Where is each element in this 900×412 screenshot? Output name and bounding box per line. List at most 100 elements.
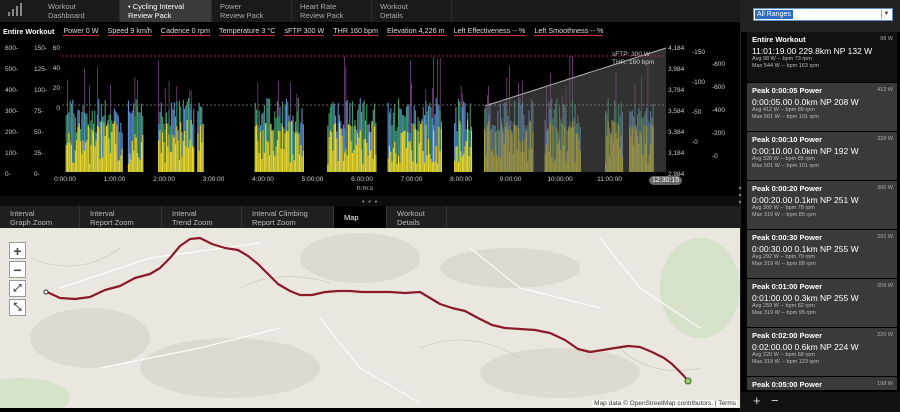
expand-icon[interactable]: ⤢ [9,280,26,297]
y-tick-label-power-right: -0 [712,153,718,160]
y-tick-label-hr-right: -100 [692,79,705,86]
x-tick-label: 11:00:00 [597,176,622,183]
stat-thr[interactable]: THR 160 bpm [333,25,379,36]
tab-workout-details-bottom[interactable]: Workout Details [387,206,447,228]
interval-summary: 0:00:05.00 0.0km NP 208 W [752,97,859,107]
interval-max-row: Max 544 W -- bpm 163 rpm [752,63,819,69]
interval-max-row: Max 319 W -- bpm 88 rpm [752,261,816,267]
interval-card[interactable]: Peak 0:02:00 Power 220 W 0:02:00.00 0.6k… [747,328,897,376]
interval-avg-watts: 98 W [880,36,893,42]
interval-summary: 0:02:00.00 0.6km NP 224 W [752,342,859,352]
y-tick-label-elevation: 3,784 [668,87,685,94]
chevron-down-icon[interactable]: ▼ [881,10,891,19]
map-zoom-out-button[interactable]: − [9,261,26,278]
interval-avg-watts: 292 W [877,234,893,240]
tab-interval-graph-zoom[interactable]: Interval Graph Zoom [0,206,80,228]
workout-graph-canvas[interactable]: 600-500-400-300-200-100-0-150-125-100-75… [0,38,740,196]
y-tick-label-cadence: 60 [53,45,61,52]
x-tick-label: 4:00:00 [252,176,274,183]
interval-title: Peak 0:00:05 Power [752,86,823,95]
remove-interval-button[interactable]: − [771,393,779,408]
route-end-marker [684,377,692,385]
interval-avg-row: Avg 412 W -- bpm 89 rpm [752,107,815,113]
range-select[interactable]: All Ranges ▼ [753,8,893,21]
y-tick-label-elevation: 4,184 [668,45,685,52]
x-tick-label: 10:00:00 [547,176,573,183]
interval-max-row: Max 319 W -- bpm 85 rpm [752,212,816,218]
x-tick-label: 8:00:00 [450,176,472,183]
elevation-area [484,48,666,172]
interval-avg-row: Avg 220 W -- bpm 68 rpm [752,352,815,358]
elevation-line [484,47,667,107]
tab-power-review-pack[interactable]: Power Review Pack [212,0,292,22]
tab-workout-dashboard[interactable]: Workout Dashboard [40,0,120,22]
interval-max-row: Max 501 W -- bpm 101 rpm [752,163,819,169]
x-tick-label: 3:00:00 [203,176,225,183]
y-tick-label-power: 300- [5,108,18,115]
x-tick-label: 0:00:00 [54,176,76,183]
y-tick-label-elevation: 3,184 [668,150,685,157]
stat-power[interactable]: Power 0 W [63,25,99,36]
tab-cycling-interval-review-pack[interactable]: • Cycling Interval Review Pack [120,0,212,22]
route-map-canvas[interactable] [0,228,740,408]
time-cursor-badge[interactable]: 12:30:15 [649,176,683,185]
stat-left-smoothness[interactable]: Left Smoothness -- % [534,25,604,36]
y-tick-label-elevation: 3,984 [668,66,685,73]
y-tick-label-cadence: 0 [56,105,60,112]
interval-card[interactable]: Peak 0:00:10 Power 328 W 0:00:10.00 0.0k… [747,132,897,180]
map-zoom-in-button[interactable]: + [9,242,26,259]
workout-stats-bar: Entire Workout Power 0 W Speed 9 km/h Ca… [0,24,740,38]
interval-avg-row: Avg 300 W -- bpm 78 rpm [752,205,815,211]
tab-interval-climbing-report-zoom[interactable]: Interval Climbing Report Zoom [242,206,334,228]
interval-title: Peak 0:02:00 Power [752,331,823,340]
interval-avg-watts: 300 W [877,185,893,191]
interval-card[interactable]: Peak 0:05:00 Power 198 W [747,377,897,390]
splitter-grip-icon[interactable]: • • • [362,199,379,206]
stat-left-effectiveness[interactable]: Left Effectiveness -- % [453,25,526,36]
interval-title: Peak 0:05:00 Power [752,380,823,389]
tab-heart-rate-review-pack[interactable]: Heart Rate Review Pack [292,0,372,22]
interval-card[interactable]: Peak 0:00:05 Power 412 W 0:00:05.00 0.0k… [747,83,897,131]
fit-route-icon[interactable]: ⤡ [9,299,26,316]
range-select-value: All Ranges [755,10,793,19]
y-tick-label-elevation: 3,384 [668,129,685,136]
interval-max-row: Max 319 W -- bpm 123 rpm [752,359,819,365]
y-tick-label-elevation: 3,584 [668,108,685,115]
bottom-tab-bar: Interval Graph Zoom Interval Report Zoom… [0,206,740,228]
interval-summary: 0:00:30.00 0.1km NP 255 W [752,244,859,254]
stat-cadence[interactable]: Cadence 0 rpm [160,25,211,36]
y-tick-label-power-right: -600 [712,84,725,91]
y-tick-label-hr-right: -150 [692,49,705,56]
legend-thr: THR: 160 bpm [612,59,654,66]
y-tick-label-power-right: -800 [712,61,725,68]
stat-elevation[interactable]: Elevation 4,226 m [387,25,445,36]
add-interval-button[interactable]: + [753,393,761,408]
route-map[interactable]: + − ⤢ ⤡ Map data © OpenStreetMap contrib… [0,228,740,408]
panel-resize-handle[interactable] [738,180,742,220]
interval-title: Peak 0:01:00 Power [752,282,823,291]
legend-sftp: sFTP: 300 W [612,51,651,58]
interval-summary: 11:01:19.00 229.8km NP 132 W [752,46,873,56]
x-tick-label: 1:00:00 [104,176,126,183]
stat-sftp[interactable]: sFTP 300 W [284,25,325,36]
range-selector-bar: All Ranges ▼ [741,0,900,32]
workout-graph[interactable]: 600- 500- 400- 300- 200- 100- 0- 150- 125- 100- 75… [0,38,740,196]
stat-speed[interactable]: Speed 9 km/h [107,25,152,36]
interval-card[interactable]: Peak 0:00:20 Power 300 W 0:00:20.00 0.1k… [747,181,897,229]
interval-list-toolbar: + − [741,392,900,412]
tab-workout-details[interactable]: Workout Details [372,0,452,22]
tab-interval-trend-zoom[interactable]: Interval Trend Zoom [162,206,242,228]
pane-splitter[interactable] [0,196,740,206]
stat-temperature[interactable]: Temperature 3 °C [219,25,276,36]
tab-interval-report-zoom[interactable]: Interval Report Zoom [80,206,162,228]
stats-title: Entire Workout [3,26,55,36]
map-attribution[interactable]: Map data © OpenStreetMap contributors. |… [592,400,738,407]
tab-map[interactable]: Map [334,206,387,228]
y-tick-label-power: 500- [5,66,18,73]
interval-card[interactable]: Peak 0:01:00 Power 259 W 0:01:00.00 0.3k… [747,279,897,327]
interval-card[interactable]: Peak 0:00:30 Power 292 W 0:00:30.00 0.1k… [747,230,897,278]
interval-avg-watts: 220 W [877,332,893,338]
interval-summary: 0:01:00.00 0.3km NP 255 W [752,293,859,303]
interval-card-entire-workout[interactable]: Entire Workout 98 W 11:01:19.00 229.8km … [747,32,897,82]
